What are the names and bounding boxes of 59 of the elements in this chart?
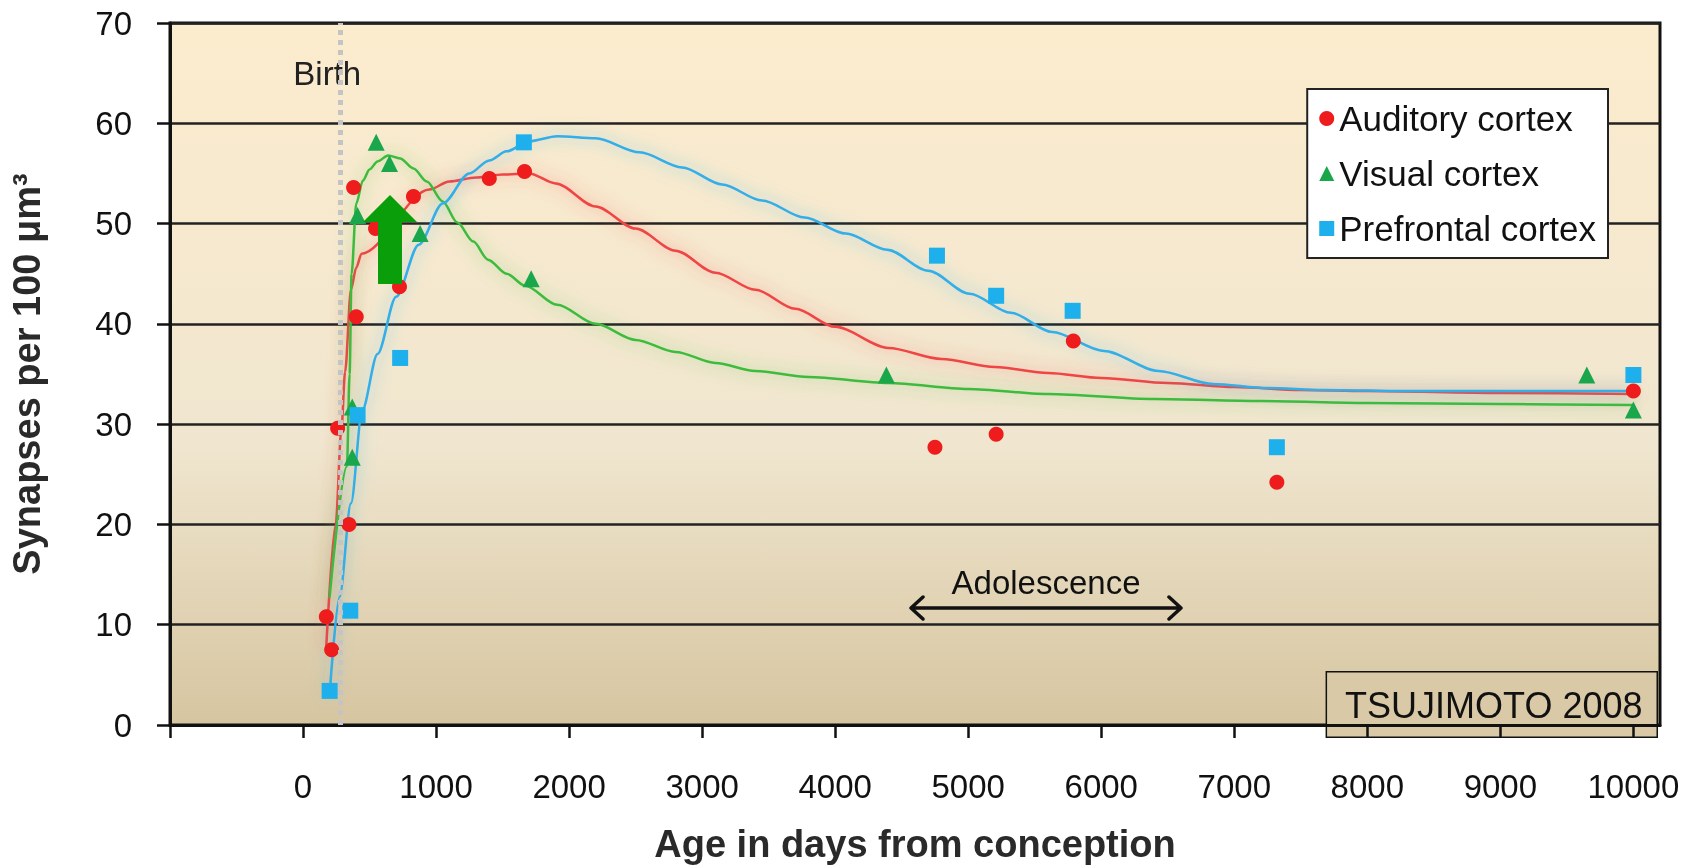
x-tick-label: 10000 bbox=[1587, 768, 1680, 805]
point bbox=[367, 133, 385, 151]
point bbox=[988, 287, 1005, 304]
y-axis-title: Synapses per 100 μm³ bbox=[6, 173, 48, 575]
point bbox=[411, 225, 429, 243]
annotation: TSUJIMOTO 2008 bbox=[1345, 685, 1643, 726]
x-tick-label: 2000 bbox=[532, 768, 606, 805]
legend-label: Prefrontal cortex bbox=[1339, 209, 1597, 248]
point bbox=[1624, 401, 1642, 419]
point bbox=[1064, 302, 1081, 319]
x-tick-label: 0 bbox=[293, 768, 313, 805]
point bbox=[1065, 333, 1081, 349]
y-tick-label: 0 bbox=[113, 706, 132, 744]
point bbox=[522, 270, 540, 288]
point bbox=[877, 366, 895, 384]
y-tick-label: 10 bbox=[95, 606, 132, 644]
point bbox=[349, 207, 367, 225]
x-tick-label: 9000 bbox=[1463, 768, 1538, 805]
point bbox=[392, 349, 409, 366]
legend-label: Auditory cortex bbox=[1339, 99, 1574, 138]
x-tick-label: 8000 bbox=[1330, 768, 1405, 805]
x-tick-label: 4000 bbox=[798, 768, 872, 805]
point bbox=[1269, 474, 1285, 490]
x-tick-label: 7000 bbox=[1197, 768, 1271, 805]
point bbox=[927, 439, 943, 455]
point bbox=[988, 426, 1004, 442]
y-tick-label: 30 bbox=[95, 405, 132, 443]
point bbox=[321, 682, 338, 699]
point bbox=[348, 309, 364, 325]
point bbox=[342, 602, 359, 619]
y-tick-label: 20 bbox=[95, 505, 132, 543]
x-tick-label: 3000 bbox=[665, 768, 739, 805]
ref-line-label: Birth bbox=[293, 54, 362, 92]
point bbox=[517, 163, 533, 179]
y-tick-label: 60 bbox=[95, 104, 132, 142]
x-tick-label: 5000 bbox=[931, 768, 1005, 805]
point bbox=[381, 154, 399, 172]
point bbox=[1578, 366, 1596, 384]
point bbox=[1625, 367, 1642, 383]
point bbox=[1268, 439, 1285, 456]
y-tick-label: 50 bbox=[95, 205, 132, 243]
point bbox=[405, 189, 421, 204]
point bbox=[928, 247, 945, 264]
y-tick-label: 40 bbox=[95, 305, 132, 343]
point bbox=[481, 170, 497, 186]
point bbox=[343, 448, 361, 466]
x-axis-title: Age in days from conception bbox=[654, 823, 1176, 865]
point bbox=[349, 407, 366, 424]
legend-label: Visual cortex bbox=[1339, 154, 1540, 193]
y-tick-label: 70 bbox=[95, 4, 132, 42]
point bbox=[324, 642, 340, 658]
point bbox=[318, 609, 334, 625]
x-tick-label: 6000 bbox=[1064, 768, 1138, 805]
point bbox=[341, 516, 357, 532]
annotation: Adolescence bbox=[951, 564, 1141, 602]
point bbox=[346, 179, 362, 195]
x-tick-label: 1000 bbox=[399, 768, 473, 805]
point bbox=[1625, 383, 1641, 399]
point bbox=[515, 134, 532, 151]
